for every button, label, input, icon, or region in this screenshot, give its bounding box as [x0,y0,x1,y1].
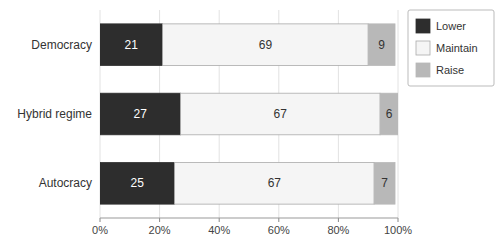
grid [100,10,398,218]
x-axis-line [100,218,398,219]
data-label: 67 [268,176,282,190]
x-tick [338,218,339,222]
legend-box [408,10,494,86]
bar-segment [163,24,369,66]
legend-swatch [416,19,430,33]
category-label: Hybrid regime [17,107,92,121]
chart-container: 0% 20% 40% 60% 80% 100% Democracy Hybrid regime… [0,0,500,252]
legend-label: Raise [436,64,464,76]
x-tick-label: 60% [268,224,290,236]
bar-segment [100,163,175,205]
y-axis: Democracy Hybrid regime Autocracy [17,38,92,191]
bar-segment [368,24,395,66]
legend: Lower Maintain Raise [408,10,494,86]
legend-label: Maintain [436,42,478,54]
x-tick-label: 100% [384,224,412,236]
x-tick-label: 0% [92,224,108,236]
chart-svg: 0% 20% 40% 60% 80% 100% Democracy Hybrid regime… [0,0,500,252]
data-label: 21 [125,38,139,52]
x-tick [278,218,279,222]
category-label: Autocracy [39,176,92,190]
data-label: 27 [134,107,148,121]
legend-swatch [416,63,430,77]
x-tick-label: 20% [149,224,171,236]
x-tick-label: 80% [327,224,349,236]
bar-segment [100,24,163,66]
x-axis: 0% 20% 40% 60% 80% 100% [92,218,412,236]
bar-segment [374,163,395,205]
data-labels: 212725696767967 [125,38,393,191]
data-label: 9 [378,38,385,52]
bar-segment [175,163,375,205]
x-tick [100,218,101,222]
legend-swatch [416,41,430,55]
data-label: 7 [381,176,388,190]
data-label: 67 [274,107,288,121]
category-label: Democracy [31,38,92,52]
x-tick [398,218,399,222]
data-label: 6 [386,107,393,121]
bars [100,24,398,204]
bar-segment [180,93,380,135]
data-label: 25 [131,176,145,190]
bar-segment [380,93,398,135]
data-label: 69 [259,38,273,52]
x-tick [219,218,220,222]
bar-segment [100,93,180,135]
legend-label: Lower [436,20,466,32]
x-tick [159,218,160,222]
x-tick-label: 40% [208,224,230,236]
